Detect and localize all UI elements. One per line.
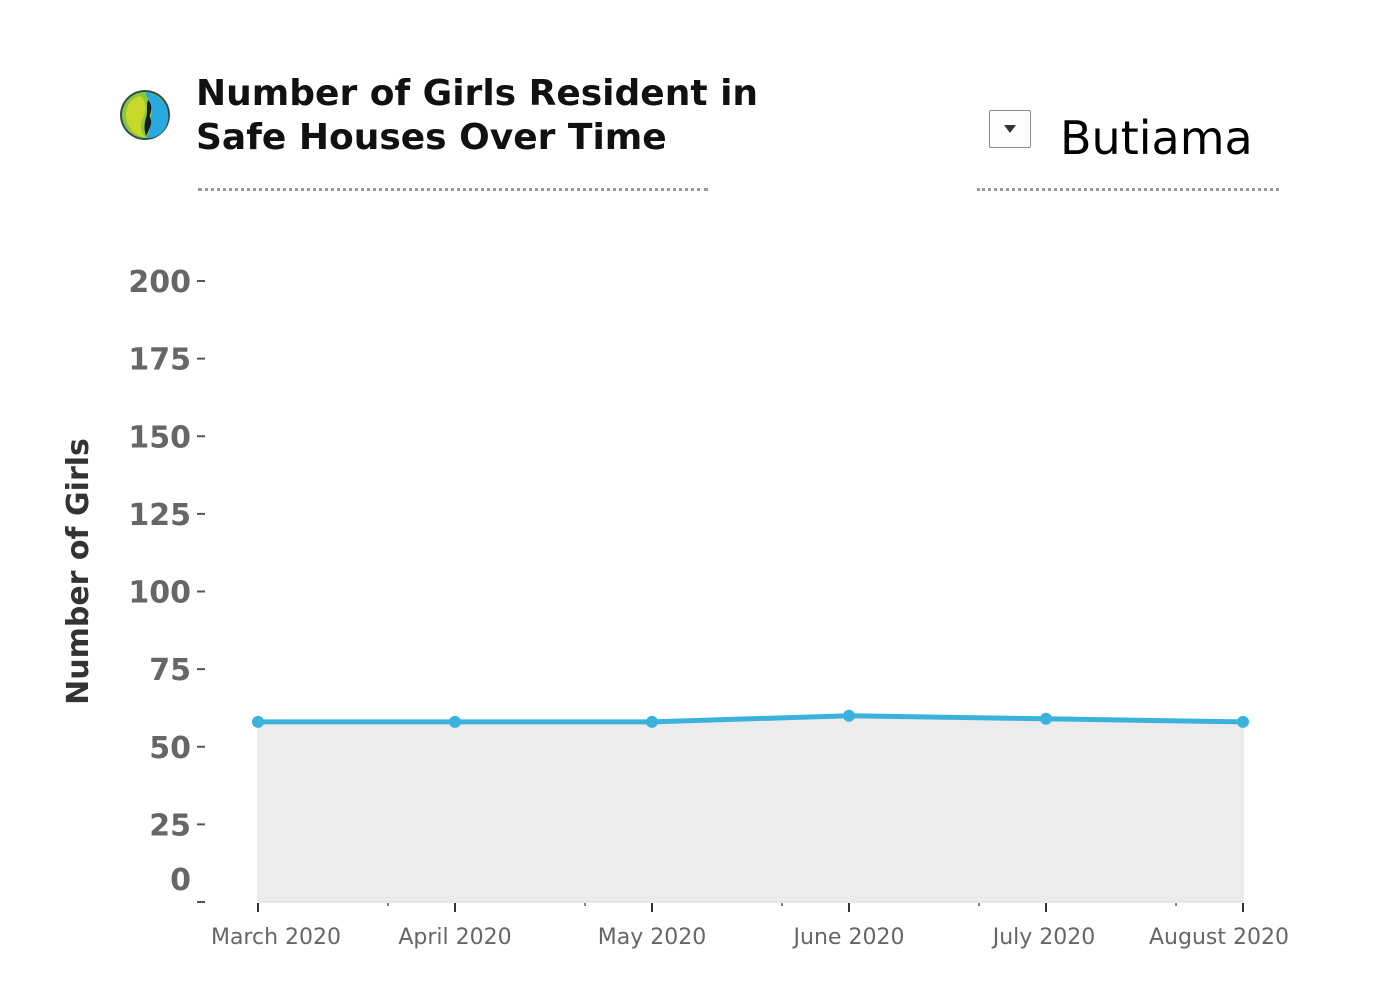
chart-title: Number of Girls Resident in Safe Houses …	[196, 72, 759, 160]
y-tick-label: 75	[149, 653, 191, 688]
series-line	[258, 713, 1244, 725]
x-tick-label: March 2020	[211, 925, 341, 950]
y-tick-label: 100	[128, 576, 191, 611]
x-tick-label: August 2020	[1149, 925, 1289, 950]
y-tick-label: 25	[149, 808, 191, 843]
data-point	[843, 709, 855, 722]
y-tick-label: 0	[170, 863, 191, 898]
chart-title-line-1: Number of Girls Resident in	[196, 73, 759, 114]
y-tick-label: 125	[128, 498, 191, 533]
area-fill	[257, 715, 1244, 903]
x-tick-label: May 2020	[598, 925, 706, 950]
title-divider	[198, 188, 708, 191]
y-tick-label: 175	[128, 343, 191, 378]
filter-divider	[977, 188, 1279, 191]
data-point	[1237, 715, 1249, 728]
chart-title-line-2: Safe Houses Over Time	[196, 117, 667, 158]
y-tick-label: 150	[128, 420, 191, 455]
x-tick-label: April 2020	[398, 925, 511, 950]
data-point	[252, 715, 264, 728]
x-tick-label: June 2020	[792, 925, 905, 950]
x-tick-label: July 2020	[991, 925, 1096, 950]
location-filter-value[interactable]: Butiama	[1060, 111, 1253, 165]
girl-profile-logo-icon	[118, 88, 172, 142]
y-tick-label: 50	[149, 731, 191, 766]
y-tick-label: 200	[128, 265, 191, 300]
triangle-down-icon	[1004, 125, 1016, 133]
y-axis-title: Number of Girls	[61, 438, 96, 705]
data-point	[646, 715, 658, 728]
data-point	[449, 715, 461, 728]
data-point	[1040, 712, 1052, 725]
location-filter-dropdown-button[interactable]	[989, 110, 1031, 148]
